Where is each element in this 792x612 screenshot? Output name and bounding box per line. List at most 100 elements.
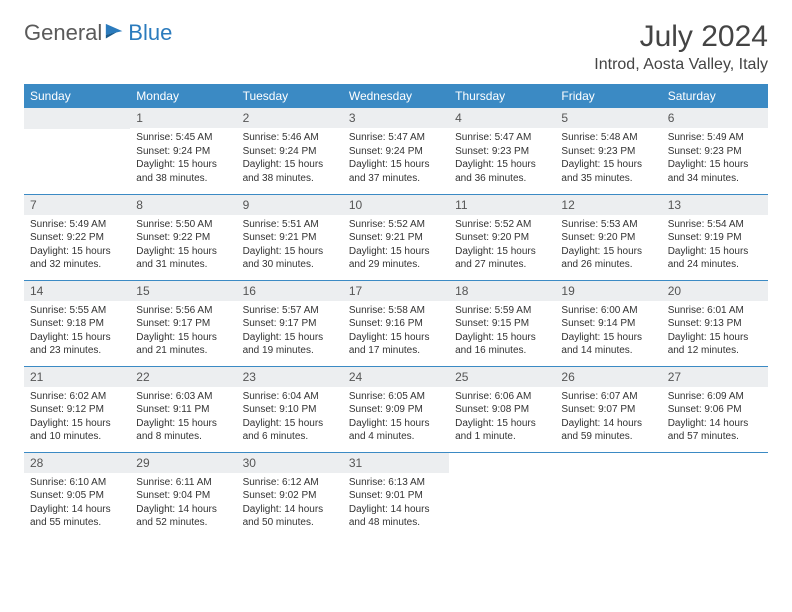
day-number: 21 [24,367,130,387]
day-number: 19 [555,281,661,301]
daylight-text: Daylight: 14 hours and 59 minutes. [561,417,655,444]
day-details: Sunrise: 5:52 AMSunset: 9:20 PMDaylight:… [449,215,555,276]
day-details: Sunrise: 5:49 AMSunset: 9:22 PMDaylight:… [24,215,130,276]
calendar-day-cell: 29Sunrise: 6:11 AMSunset: 9:04 PMDayligh… [130,452,236,538]
sunrise-text: Sunrise: 5:49 AM [30,218,124,232]
day-details: Sunrise: 6:04 AMSunset: 9:10 PMDaylight:… [237,387,343,448]
calendar-day-cell [449,452,555,538]
calendar-day-cell: 15Sunrise: 5:56 AMSunset: 9:17 PMDayligh… [130,280,236,366]
calendar-day-cell: 13Sunrise: 5:54 AMSunset: 9:19 PMDayligh… [662,194,768,280]
daylight-text: Daylight: 15 hours and 23 minutes. [30,331,124,358]
day-details: Sunrise: 6:02 AMSunset: 9:12 PMDaylight:… [24,387,130,448]
weekday-header: Sunday [24,84,130,108]
sunset-text: Sunset: 9:07 PM [561,403,655,417]
calendar-day-cell: 4Sunrise: 5:47 AMSunset: 9:23 PMDaylight… [449,108,555,194]
day-details: Sunrise: 6:09 AMSunset: 9:06 PMDaylight:… [662,387,768,448]
day-details: Sunrise: 6:05 AMSunset: 9:09 PMDaylight:… [343,387,449,448]
daylight-text: Daylight: 15 hours and 8 minutes. [136,417,230,444]
weekday-header: Monday [130,84,236,108]
calendar-day-cell: 18Sunrise: 5:59 AMSunset: 9:15 PMDayligh… [449,280,555,366]
sunrise-text: Sunrise: 6:07 AM [561,390,655,404]
sunset-text: Sunset: 9:19 PM [668,231,762,245]
sunrise-text: Sunrise: 5:50 AM [136,218,230,232]
sunset-text: Sunset: 9:24 PM [136,145,230,159]
sunrise-text: Sunrise: 5:53 AM [561,218,655,232]
day-details: Sunrise: 5:50 AMSunset: 9:22 PMDaylight:… [130,215,236,276]
day-number: 10 [343,195,449,215]
calendar-day-cell: 12Sunrise: 5:53 AMSunset: 9:20 PMDayligh… [555,194,661,280]
daylight-text: Daylight: 14 hours and 57 minutes. [668,417,762,444]
calendar-day-cell: 3Sunrise: 5:47 AMSunset: 9:24 PMDaylight… [343,108,449,194]
daylight-text: Daylight: 15 hours and 29 minutes. [349,245,443,272]
sunset-text: Sunset: 9:20 PM [455,231,549,245]
daylight-text: Daylight: 15 hours and 17 minutes. [349,331,443,358]
calendar-day-cell: 1Sunrise: 5:45 AMSunset: 9:24 PMDaylight… [130,108,236,194]
sunset-text: Sunset: 9:08 PM [455,403,549,417]
month-title: July 2024 [594,20,768,54]
day-number: 22 [130,367,236,387]
day-details: Sunrise: 6:03 AMSunset: 9:11 PMDaylight:… [130,387,236,448]
sunset-text: Sunset: 9:15 PM [455,317,549,331]
day-number: 17 [343,281,449,301]
brand-name-2: Blue [128,20,172,46]
day-number: 31 [343,453,449,473]
calendar-week-row: 21Sunrise: 6:02 AMSunset: 9:12 PMDayligh… [24,366,768,452]
brand-logo: General Blue [24,20,172,46]
sunset-text: Sunset: 9:22 PM [136,231,230,245]
weekday-header: Wednesday [343,84,449,108]
daylight-text: Daylight: 15 hours and 26 minutes. [561,245,655,272]
sunset-text: Sunset: 9:12 PM [30,403,124,417]
daylight-text: Daylight: 15 hours and 12 minutes. [668,331,762,358]
calendar-day-cell: 20Sunrise: 6:01 AMSunset: 9:13 PMDayligh… [662,280,768,366]
daylight-text: Daylight: 15 hours and 24 minutes. [668,245,762,272]
daylight-text: Daylight: 15 hours and 35 minutes. [561,158,655,185]
sunset-text: Sunset: 9:09 PM [349,403,443,417]
sunset-text: Sunset: 9:21 PM [243,231,337,245]
title-block: July 2024 Introd, Aosta Valley, Italy [594,20,768,74]
weekday-header: Saturday [662,84,768,108]
location-text: Introd, Aosta Valley, Italy [594,56,768,74]
day-number: 9 [237,195,343,215]
calendar-day-cell: 7Sunrise: 5:49 AMSunset: 9:22 PMDaylight… [24,194,130,280]
day-details: Sunrise: 5:47 AMSunset: 9:24 PMDaylight:… [343,128,449,189]
sunrise-text: Sunrise: 5:46 AM [243,131,337,145]
daylight-text: Daylight: 15 hours and 6 minutes. [243,417,337,444]
day-number: 3 [343,108,449,128]
sunset-text: Sunset: 9:01 PM [349,489,443,503]
day-number: 13 [662,195,768,215]
day-number: 8 [130,195,236,215]
day-details: Sunrise: 5:59 AMSunset: 9:15 PMDaylight:… [449,301,555,362]
day-details: Sunrise: 5:57 AMSunset: 9:17 PMDaylight:… [237,301,343,362]
sunrise-text: Sunrise: 6:11 AM [136,476,230,490]
daylight-text: Daylight: 15 hours and 37 minutes. [349,158,443,185]
calendar-day-cell: 16Sunrise: 5:57 AMSunset: 9:17 PMDayligh… [237,280,343,366]
sunset-text: Sunset: 9:10 PM [243,403,337,417]
empty-day-header [24,108,130,129]
day-number: 14 [24,281,130,301]
sunrise-text: Sunrise: 6:02 AM [30,390,124,404]
sunset-text: Sunset: 9:24 PM [349,145,443,159]
day-details: Sunrise: 6:13 AMSunset: 9:01 PMDaylight:… [343,473,449,534]
calendar-day-cell: 10Sunrise: 5:52 AMSunset: 9:21 PMDayligh… [343,194,449,280]
weekday-header-row: Sunday Monday Tuesday Wednesday Thursday… [24,84,768,108]
sunrise-text: Sunrise: 6:10 AM [30,476,124,490]
day-details: Sunrise: 5:55 AMSunset: 9:18 PMDaylight:… [24,301,130,362]
sunrise-text: Sunrise: 5:55 AM [30,304,124,318]
sunrise-text: Sunrise: 5:47 AM [349,131,443,145]
sunrise-text: Sunrise: 5:57 AM [243,304,337,318]
calendar-day-cell: 23Sunrise: 6:04 AMSunset: 9:10 PMDayligh… [237,366,343,452]
calendar-day-cell: 8Sunrise: 5:50 AMSunset: 9:22 PMDaylight… [130,194,236,280]
day-number: 6 [662,108,768,128]
daylight-text: Daylight: 15 hours and 10 minutes. [30,417,124,444]
day-number: 2 [237,108,343,128]
sunrise-text: Sunrise: 6:05 AM [349,390,443,404]
day-number: 1 [130,108,236,128]
day-details: Sunrise: 6:10 AMSunset: 9:05 PMDaylight:… [24,473,130,534]
daylight-text: Daylight: 15 hours and 27 minutes. [455,245,549,272]
day-number: 28 [24,453,130,473]
day-details: Sunrise: 6:06 AMSunset: 9:08 PMDaylight:… [449,387,555,448]
day-number: 26 [555,367,661,387]
sunrise-text: Sunrise: 5:59 AM [455,304,549,318]
sunset-text: Sunset: 9:21 PM [349,231,443,245]
calendar-day-cell: 27Sunrise: 6:09 AMSunset: 9:06 PMDayligh… [662,366,768,452]
